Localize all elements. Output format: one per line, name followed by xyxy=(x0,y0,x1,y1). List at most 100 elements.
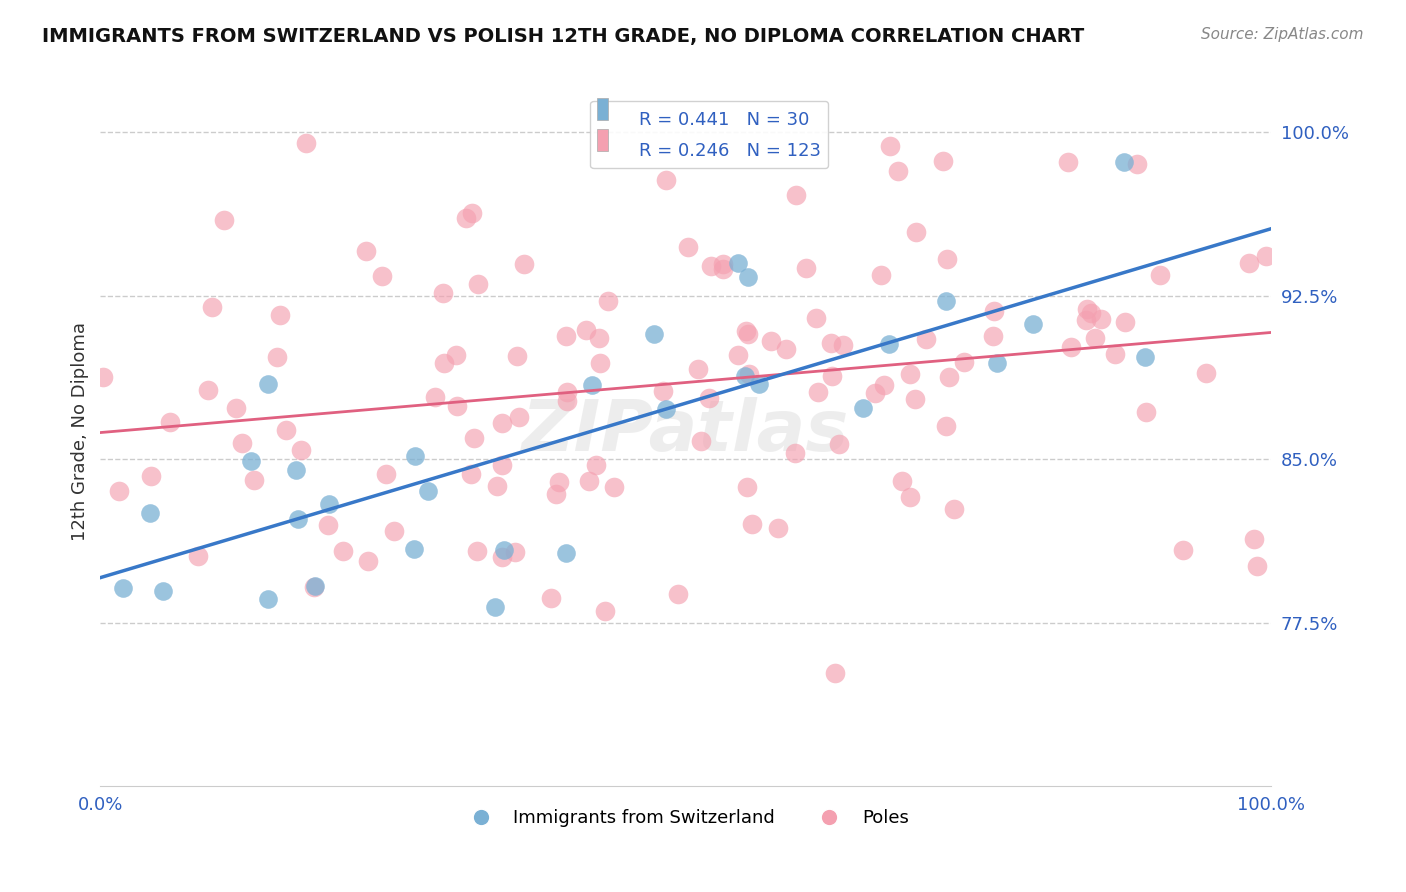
Point xyxy=(285,463,308,477)
Point xyxy=(877,336,900,351)
Point xyxy=(332,543,354,558)
Point xyxy=(585,458,607,472)
Point xyxy=(748,377,770,392)
Point xyxy=(1060,341,1083,355)
Point xyxy=(986,355,1008,369)
Point xyxy=(578,474,600,488)
Point xyxy=(1243,532,1265,546)
Point xyxy=(316,517,339,532)
Point xyxy=(785,188,807,202)
Point xyxy=(588,331,610,345)
Point xyxy=(655,173,678,187)
Point xyxy=(852,401,875,416)
Point xyxy=(266,350,288,364)
Point xyxy=(491,458,513,472)
Point xyxy=(555,393,578,408)
Point xyxy=(914,332,936,346)
Point xyxy=(187,549,209,563)
Point xyxy=(953,355,976,369)
Point xyxy=(382,524,405,539)
Point xyxy=(697,391,720,405)
Point xyxy=(869,268,891,283)
Point xyxy=(1084,331,1107,345)
Point xyxy=(936,252,959,267)
Y-axis label: 12th Grade, No Diploma: 12th Grade, No Diploma xyxy=(72,323,89,541)
Point xyxy=(506,349,529,363)
Point xyxy=(783,446,806,460)
Point xyxy=(824,665,846,680)
Point xyxy=(290,443,312,458)
Point xyxy=(139,506,162,520)
Point xyxy=(598,294,620,309)
Point xyxy=(1254,248,1277,262)
Point xyxy=(863,386,886,401)
Point xyxy=(484,599,506,614)
Point xyxy=(734,368,756,383)
Point xyxy=(276,423,298,437)
Point xyxy=(588,356,610,370)
Point xyxy=(1126,157,1149,171)
Point xyxy=(807,385,830,400)
Point xyxy=(294,136,316,150)
Point xyxy=(446,399,468,413)
Point xyxy=(735,480,758,494)
Point xyxy=(643,327,665,342)
Point xyxy=(820,335,842,350)
Point xyxy=(354,244,377,258)
Point xyxy=(467,277,489,292)
Point xyxy=(796,261,818,276)
Point xyxy=(108,484,131,499)
Point xyxy=(1114,314,1136,328)
Point xyxy=(727,348,749,362)
Point xyxy=(231,436,253,450)
Point xyxy=(593,604,616,618)
Point xyxy=(775,342,797,356)
Point xyxy=(1114,154,1136,169)
Point xyxy=(491,549,513,564)
Point xyxy=(686,362,709,376)
Point xyxy=(898,367,921,381)
Point xyxy=(935,418,957,433)
Point xyxy=(759,334,782,349)
Point xyxy=(454,211,477,225)
Point xyxy=(446,348,468,362)
Point xyxy=(225,401,247,415)
Point xyxy=(766,521,789,535)
Point xyxy=(257,591,280,606)
Point xyxy=(711,257,734,271)
Point xyxy=(402,541,425,556)
Point xyxy=(302,581,325,595)
Point xyxy=(700,260,723,274)
Point xyxy=(652,384,675,398)
Point xyxy=(1149,268,1171,282)
Point xyxy=(900,491,922,505)
Point xyxy=(738,367,761,381)
Point xyxy=(371,269,394,284)
Point xyxy=(465,543,488,558)
Point xyxy=(931,153,953,168)
Point xyxy=(374,467,396,482)
Point xyxy=(513,257,536,271)
Point xyxy=(1195,366,1218,380)
Point xyxy=(981,328,1004,343)
Point xyxy=(741,517,763,532)
Point xyxy=(461,206,484,220)
Point xyxy=(727,256,749,270)
Point xyxy=(304,579,326,593)
Point xyxy=(1237,256,1260,270)
Point xyxy=(666,587,689,601)
Point xyxy=(201,300,224,314)
Point xyxy=(938,370,960,384)
Point xyxy=(676,240,699,254)
Point xyxy=(269,308,291,322)
Point xyxy=(1133,350,1156,364)
Point xyxy=(318,497,340,511)
Legend: Immigrants from Switzerland, Poles: Immigrants from Switzerland, Poles xyxy=(456,802,915,834)
Point xyxy=(1090,312,1112,326)
Point xyxy=(828,437,851,451)
Point xyxy=(575,323,598,337)
Point xyxy=(1135,405,1157,419)
Point xyxy=(548,475,571,489)
Point xyxy=(432,285,454,300)
Point xyxy=(425,390,447,404)
